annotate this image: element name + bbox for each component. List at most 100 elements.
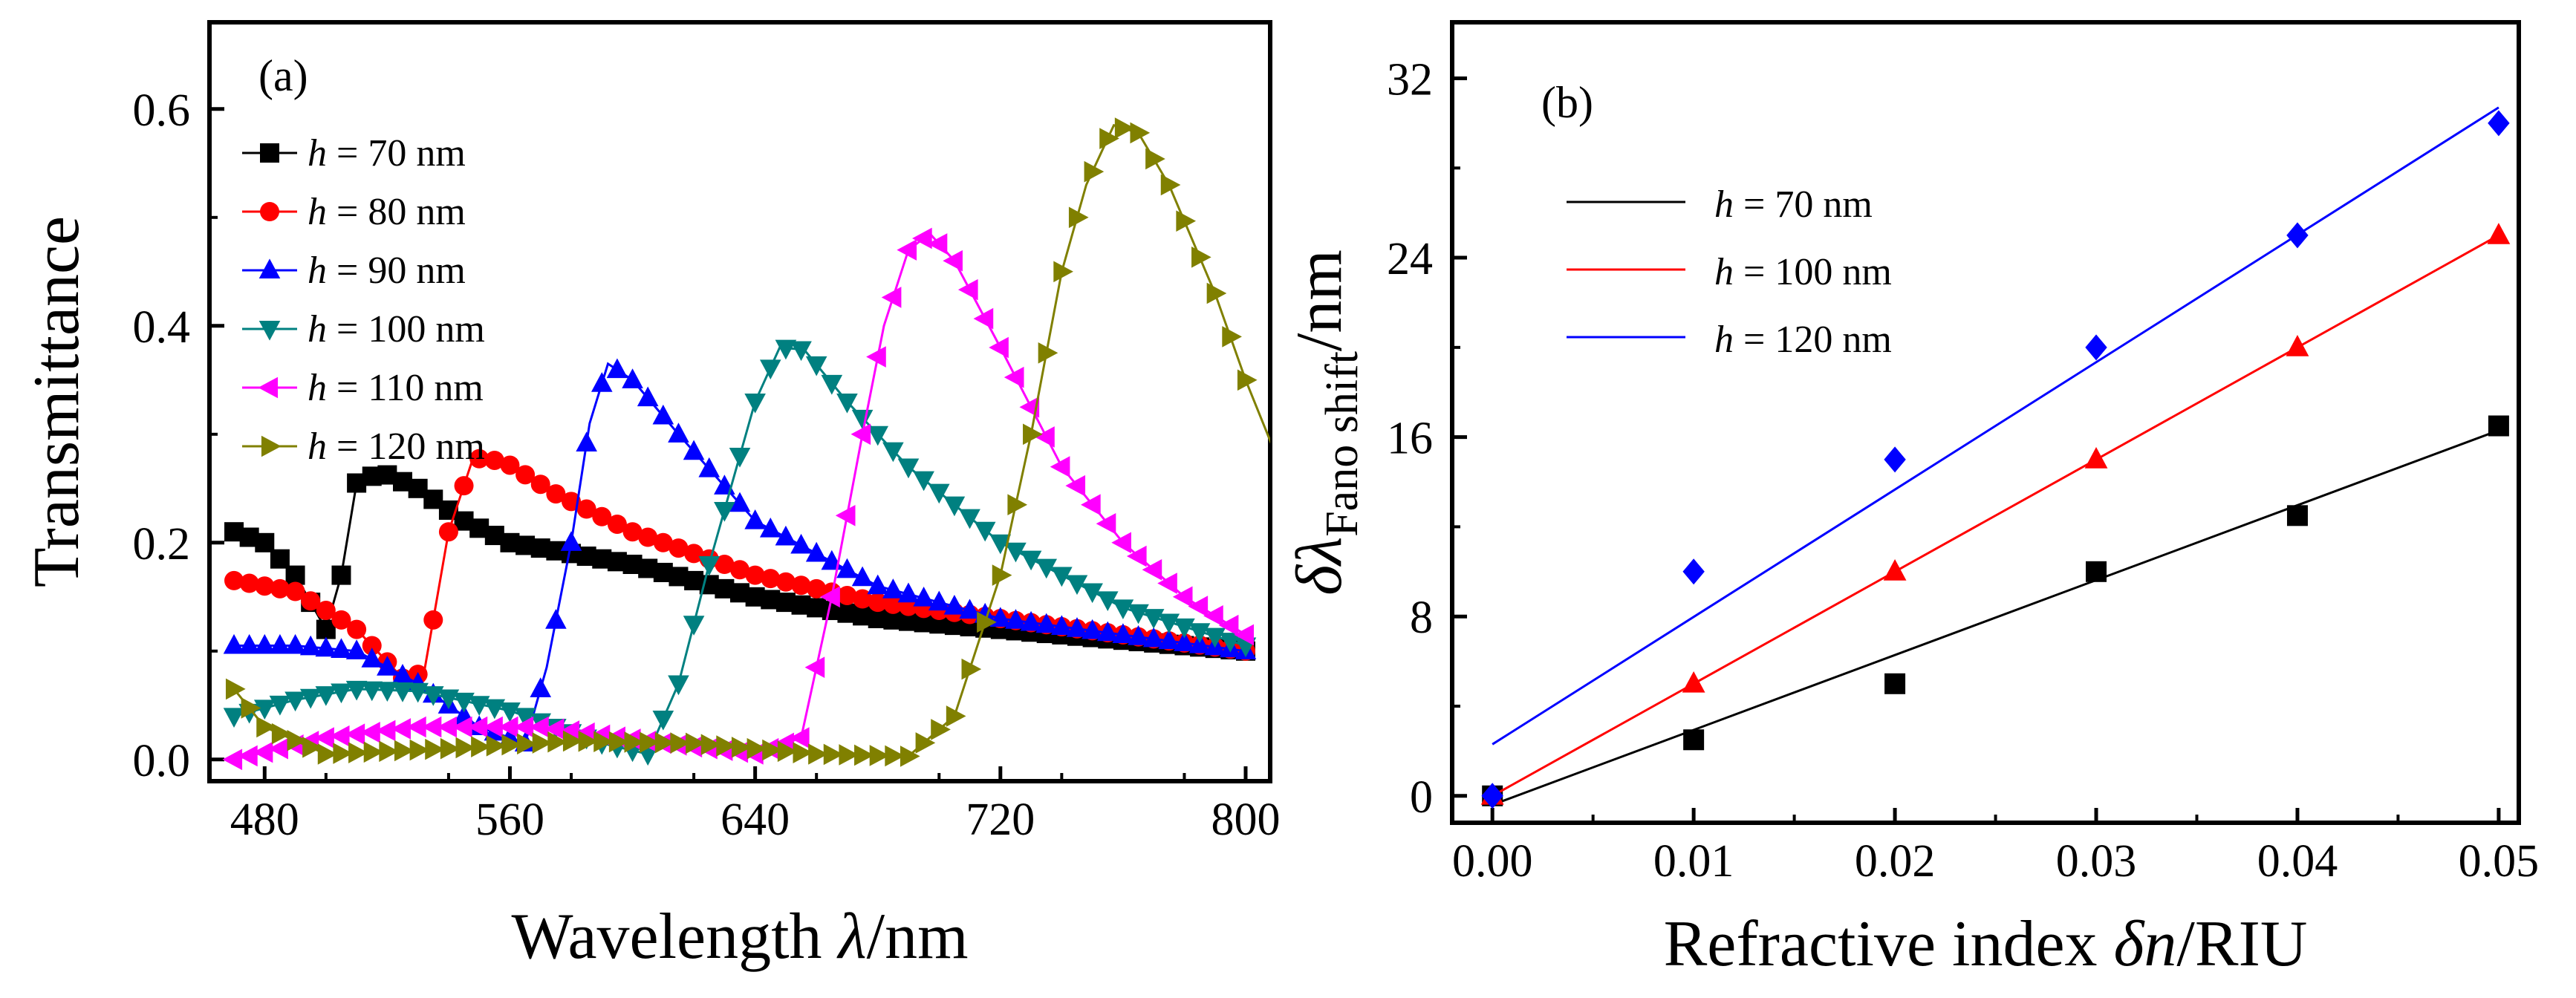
panel-a-data-point <box>885 745 905 767</box>
panel-a-data-point <box>253 633 276 654</box>
panel-a-data-point <box>1218 614 1239 636</box>
panel-a-data-point <box>301 591 321 611</box>
panel-a-x-axis-title-prefix: Wavelength <box>511 901 838 973</box>
panel-a-data-point <box>1128 625 1149 645</box>
panel-a-legend-label: h = 100 nm <box>308 308 485 350</box>
panel-a-data-point <box>714 501 735 522</box>
panel-a-data-point <box>253 741 273 763</box>
panel-a-data-point <box>379 740 399 763</box>
panel-a-data-point <box>1096 591 1119 612</box>
panel-b-fit-line <box>1492 106 2499 746</box>
panel-a-data-point <box>391 682 414 702</box>
panel-a-data-point <box>835 505 856 526</box>
panel-a-data-point <box>253 699 276 720</box>
panel-a-data-point <box>684 544 704 564</box>
panel-a-data-point <box>224 570 244 590</box>
panel-b-legend: h = 70 nm h = 100 nm h = 120 nm <box>1567 183 1892 361</box>
panel-a-data-point <box>299 688 322 709</box>
panel-a-data-point <box>1035 426 1055 448</box>
panel-a-data-point <box>302 737 322 758</box>
panel-a-data-point <box>1096 621 1119 642</box>
panel-b-x-tick-label: 0.00 <box>1452 836 1533 887</box>
panel-a-data-point <box>957 278 978 301</box>
panel-a-data-point <box>391 664 414 684</box>
panel-a-data-point <box>314 727 334 748</box>
panel-a-data-point <box>1130 122 1151 144</box>
panel-b-data-point <box>2085 334 2107 361</box>
panel-a-data-point <box>989 534 1012 555</box>
panel-a-data-point <box>837 585 857 605</box>
panel-a-data-point <box>775 525 797 546</box>
panel-a-legend-entry: h = 100 nm <box>242 308 485 350</box>
panel-a-data-point <box>483 716 503 738</box>
panel-b-x-axis-title-symbol: δn <box>2114 908 2177 980</box>
panel-a-data-point <box>1084 160 1105 183</box>
panel-a-data-point <box>1004 366 1024 388</box>
panel-a-data-point <box>486 735 507 757</box>
panel-a-data-point <box>868 593 888 613</box>
panel-b-data-point <box>2084 447 2108 469</box>
panel-a-data-point <box>345 723 365 746</box>
panel-b-y-axis-title-suffix: /nm <box>1284 250 1356 351</box>
panel-a-data-point <box>1188 633 1211 653</box>
panel-a-data-point <box>238 633 260 654</box>
panel-a-legend-label: h = 110 nm <box>308 367 484 409</box>
panel-a-data-point <box>513 716 534 738</box>
panel-b-fit-line <box>1492 234 2499 798</box>
panel-a-data-point <box>529 716 549 738</box>
panel-a-data-point <box>255 576 275 596</box>
panel-b-y-axis-title-subscript: Fano shift <box>1317 351 1367 537</box>
panel-a-data-point <box>559 720 580 742</box>
panel-a-data-point <box>670 732 691 754</box>
panel-a-data-point <box>808 743 828 765</box>
panel-a-data-point <box>1005 609 1027 629</box>
panel-a-data-point <box>851 566 874 587</box>
panel-a-data-point <box>1081 494 1101 515</box>
panel-a-data-point <box>1020 550 1042 571</box>
panel-b-x-axis-title-suffix: /RIU <box>2176 908 2307 980</box>
panel-a-data-point <box>560 531 582 551</box>
panel-b-series-2 <box>1480 223 2511 805</box>
panel-b-data-point <box>2286 505 2308 526</box>
panel-a-data-point <box>255 532 275 552</box>
panel-a-data-point <box>530 677 552 697</box>
panel-a-data-point <box>791 575 811 596</box>
panel-a-data-point <box>501 734 522 756</box>
panel-a-data-point <box>897 239 917 261</box>
panel-a-data-point <box>377 682 398 702</box>
panel-a-data-point <box>223 708 245 728</box>
panel-a-data-point <box>285 581 305 601</box>
panel-a-data-point <box>270 578 290 599</box>
panel-a-data-point <box>578 731 599 752</box>
panel-a-data-point <box>1099 128 1119 149</box>
panel-b-plot-frame <box>1450 20 2521 825</box>
panel-a-data-point <box>882 578 904 599</box>
panel-a-data-point <box>256 716 276 738</box>
panel-a-data-point <box>331 683 352 704</box>
panel-a-data-point <box>1191 247 1211 268</box>
panel-b-legend-entry: h = 120 nm <box>1567 319 1892 361</box>
panel-a-data-point <box>747 737 767 760</box>
panel-a-legend-entry: h = 80 nm <box>242 191 466 233</box>
panel-a-data-point <box>698 555 721 576</box>
panel-a-data-point <box>698 457 721 477</box>
panel-b-x-tick-label: 0.04 <box>2257 836 2338 887</box>
panel-a-data-point <box>223 633 245 654</box>
panel-a-data-point <box>638 527 658 547</box>
panel-b-axis-ticks: 0.00 0.01 0.02 0.03 0.04 0.05 0 8 16 24 32 <box>1387 54 2539 887</box>
panel-a-data-point <box>409 739 430 761</box>
panel-a-data-point <box>421 716 442 738</box>
panel-a-data-point <box>1066 617 1088 637</box>
panel-a-label: (a) <box>258 51 308 100</box>
panel-b-x-tick-label: 0.03 <box>2056 836 2137 887</box>
panel-a-legend-entry: h = 90 nm <box>242 250 466 292</box>
panel-a-x-axis-title-suffix: /nm <box>867 901 969 973</box>
panel-a-data-point <box>730 560 749 580</box>
panel-a-data-point <box>668 423 689 443</box>
panel-a-data-point <box>807 578 827 599</box>
panel-a-data-point <box>1068 206 1089 229</box>
panel-a-data-point <box>790 533 812 554</box>
panel-a-data-point <box>759 517 781 538</box>
panel-a-data-point <box>1023 423 1043 446</box>
